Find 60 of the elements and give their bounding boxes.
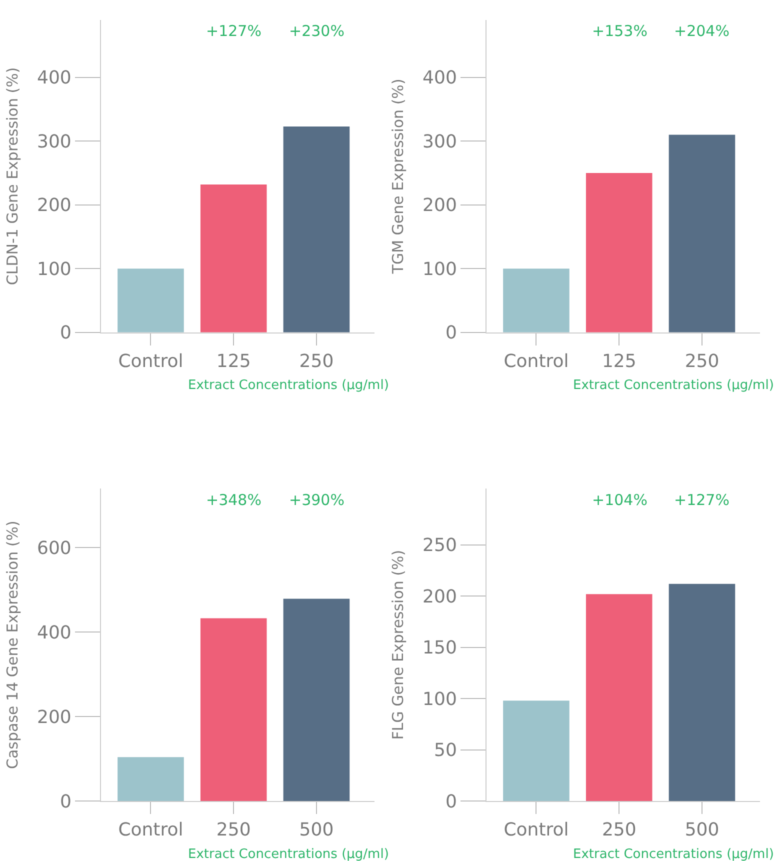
- y-tick-label: 300: [422, 131, 457, 152]
- bar: [283, 126, 350, 332]
- y-tick-label: 250: [422, 535, 457, 556]
- y-tick-label: 0: [60, 791, 72, 812]
- annotation: +153%: [592, 22, 648, 40]
- x-tick-label: Control: [504, 820, 569, 841]
- bar: [118, 268, 184, 332]
- x-tick-label: 250: [602, 820, 636, 841]
- bar: [200, 184, 267, 332]
- annotation: +348%: [206, 491, 262, 509]
- x-tick-label: 125: [602, 351, 636, 372]
- x-tick-label: 250: [216, 820, 251, 841]
- y-tick-label: 600: [37, 538, 72, 559]
- y-tick-label: 200: [422, 195, 457, 216]
- x-tick-label: Control: [118, 351, 184, 372]
- y-axis-title: Caspase 14 Gene Expression (%): [3, 520, 22, 769]
- y-tick-label: 0: [60, 322, 72, 344]
- text: Extract Concentrations (µg/ml): [188, 378, 389, 393]
- x-tick-label: Control: [118, 820, 184, 841]
- y-tick-label: 400: [422, 68, 457, 89]
- y-tick-label: 400: [37, 622, 72, 644]
- x-tick-label: 500: [299, 820, 334, 841]
- y-axis-title: FLG Gene Expression (%): [388, 550, 407, 740]
- annotation: +104%: [592, 491, 648, 509]
- x-tick-label: 250: [299, 351, 334, 372]
- y-tick-label: 200: [37, 706, 72, 728]
- y-tick-label: 50: [434, 740, 457, 762]
- x-tick-label: 500: [684, 820, 720, 841]
- bar: [668, 134, 736, 332]
- annotation: +230%: [289, 22, 344, 40]
- y-tick-label: 100: [422, 688, 457, 710]
- annotation: +127%: [674, 491, 730, 509]
- y-tick-label: 200: [422, 586, 457, 608]
- y-tick-label: 0: [445, 791, 457, 812]
- y-tick-label: 200: [37, 195, 72, 216]
- y-tick-label: 100: [422, 258, 457, 280]
- bar: [586, 173, 652, 332]
- text: Extract Concentrations (µg/ml): [188, 847, 389, 861]
- bar: [200, 618, 267, 801]
- bar: [283, 598, 350, 801]
- y-tick-label: 0: [445, 322, 457, 344]
- y-axis-title: CLDN-1 Gene Expression (%): [3, 67, 22, 286]
- bar: [668, 584, 736, 801]
- annotation: +390%: [289, 491, 344, 509]
- bar: [503, 268, 570, 332]
- bar: [118, 757, 184, 801]
- x-tick-label: 125: [216, 351, 251, 372]
- bar: [586, 594, 652, 801]
- bar: [503, 700, 570, 801]
- annotation: +127%: [206, 22, 262, 40]
- y-tick-label: 300: [37, 131, 72, 152]
- y-tick-label: 400: [37, 68, 72, 89]
- x-tick-label: 250: [684, 351, 720, 372]
- text: Extract Concentrations (µg/ml): [573, 847, 774, 861]
- y-tick-label: 100: [37, 258, 72, 280]
- x-tick-label: Control: [504, 351, 569, 372]
- text: Extract Concentrations (µg/ml): [573, 378, 774, 393]
- y-tick-label: 150: [422, 638, 457, 659]
- annotation: +204%: [674, 22, 730, 40]
- y-axis-title: TGM Gene Expression (%): [388, 78, 407, 275]
